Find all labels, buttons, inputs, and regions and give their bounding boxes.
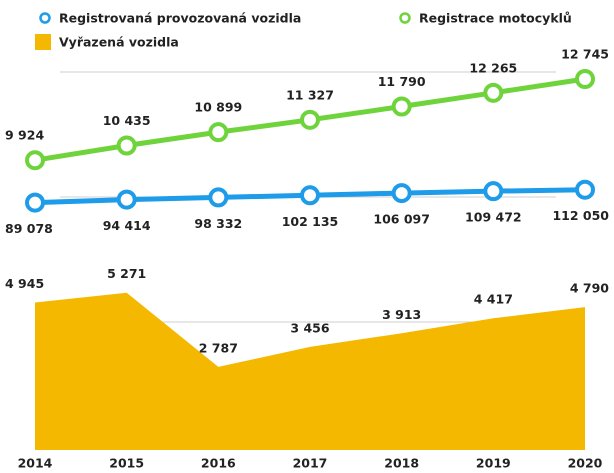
point xyxy=(208,187,229,208)
data-label: 4 417 xyxy=(474,292,513,307)
data-label: 5 271 xyxy=(107,266,146,281)
point xyxy=(575,69,595,90)
area xyxy=(35,292,585,450)
data-label: 2 787 xyxy=(199,340,238,355)
data-label: 112 050 xyxy=(552,208,609,223)
point xyxy=(208,122,229,143)
data-label: 10 899 xyxy=(194,100,242,115)
point xyxy=(391,96,412,117)
data-label: 11 327 xyxy=(286,87,334,102)
data-label: 3 913 xyxy=(382,307,421,322)
data-label: 94 414 xyxy=(103,218,151,233)
data-label: 12 745 xyxy=(561,47,609,62)
point xyxy=(483,82,504,103)
point xyxy=(116,189,137,210)
x-tick-label: 2019 xyxy=(476,456,511,471)
x-tick-label: 2020 xyxy=(568,456,603,471)
point xyxy=(25,192,45,213)
legend-label: Vyřazená vozidla xyxy=(59,35,179,50)
x-tick-label: 2018 xyxy=(384,456,419,471)
point xyxy=(300,185,320,206)
point xyxy=(300,109,320,130)
x-tick-label: 2015 xyxy=(109,456,144,471)
data-label: 12 265 xyxy=(469,60,517,75)
legend-marker xyxy=(35,34,51,50)
data-label: 106 097 xyxy=(373,212,430,227)
data-label: 4 790 xyxy=(570,281,609,296)
legend-label: Registrovaná provozovaná vozidla xyxy=(59,11,301,26)
point xyxy=(575,179,595,200)
data-label: 11 790 xyxy=(378,74,426,89)
data-label: 89 078 xyxy=(5,221,53,236)
data-label: 9 924 xyxy=(5,128,44,143)
point xyxy=(483,181,504,202)
data-label: 98 332 xyxy=(194,216,242,231)
point xyxy=(116,135,137,156)
data-label: 10 435 xyxy=(103,113,151,128)
x-tick-label: 2014 xyxy=(18,456,53,471)
data-label: 109 472 xyxy=(465,210,522,225)
point xyxy=(391,183,412,204)
point xyxy=(25,150,45,171)
legend-marker xyxy=(399,12,411,24)
x-tick-label: 2017 xyxy=(293,456,328,471)
legend-marker xyxy=(39,12,51,24)
legend-label: Registrace motocyklů xyxy=(419,11,572,26)
data-label: 4 945 xyxy=(5,276,44,291)
data-label: 3 456 xyxy=(290,320,329,335)
x-tick-label: 2016 xyxy=(201,456,236,471)
data-label: 102 135 xyxy=(282,214,339,229)
